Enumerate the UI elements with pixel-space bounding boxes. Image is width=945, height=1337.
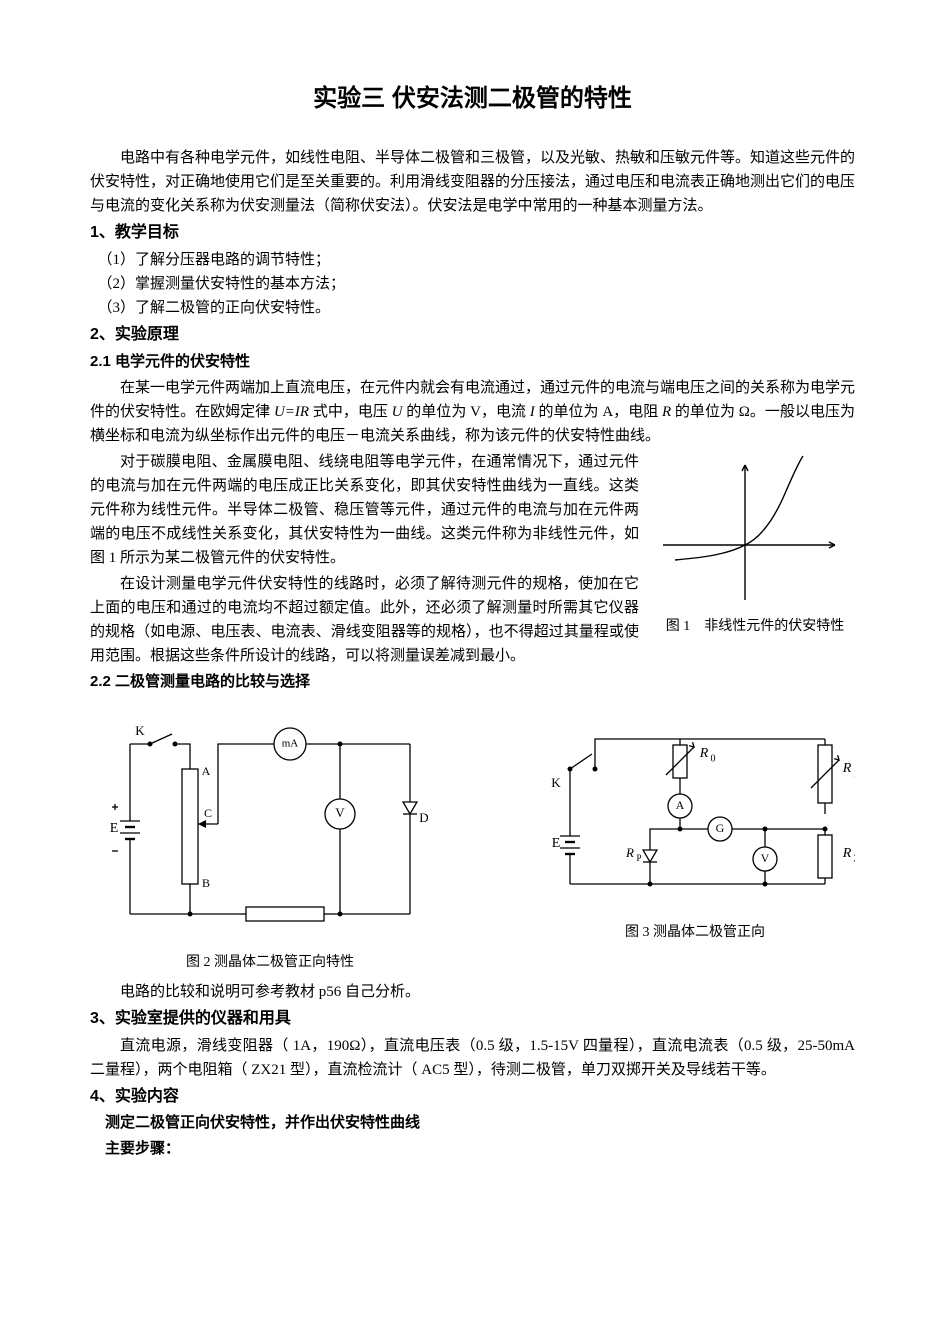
svg-text:2: 2: [854, 853, 856, 864]
svg-text:E: E: [110, 821, 119, 836]
svg-text:mA: mA: [282, 737, 299, 749]
svg-text:R: R: [842, 846, 852, 861]
svg-text:D: D: [419, 810, 428, 825]
svg-text:V: V: [335, 805, 345, 820]
svg-text:R: R: [842, 761, 852, 776]
svg-text:K: K: [551, 775, 561, 790]
svg-text:1: 1: [854, 768, 856, 779]
section-3-heading: 3、实验室提供的仪器和用具: [90, 1006, 855, 1032]
var-r: R: [662, 404, 671, 420]
principle-paragraph-2: 对于碳膜电阻、金属膜电阻、线绕电阻等电学元件，在通常情况下，通过元件的电流与加在…: [90, 450, 639, 570]
svg-text:C: C: [204, 805, 212, 819]
circuit-2-diagram: K A B CmA V D E: [90, 714, 450, 934]
figure-2-caption: 图 2 测晶体二极管正向特性: [90, 952, 450, 974]
svg-text:K: K: [135, 723, 145, 738]
svg-text:A: A: [202, 763, 211, 777]
section-1-heading: 1、教学目标: [90, 220, 855, 246]
svg-text:G: G: [716, 820, 725, 834]
compare-note: 电路的比较和说明可参考教材 p56 自己分析。: [90, 980, 855, 1004]
figure-1-caption: 图 1 非线性元件的伏安特性: [655, 616, 855, 638]
p1d: 的单位为 A，电阻: [535, 404, 662, 420]
content-line-2: 主要步骤：: [105, 1137, 855, 1161]
svg-text:E: E: [552, 836, 561, 851]
svg-text:P: P: [636, 853, 641, 863]
objective-1: （1）了解分压器电路的调节特性；: [98, 248, 856, 272]
var-u: U: [392, 404, 403, 420]
objective-2: （2）掌握测量伏安特性的基本方法；: [98, 272, 856, 296]
svg-text:0: 0: [711, 753, 716, 764]
content-line-1: 测定二极管正向伏安特性，并作出伏安特性曲线: [105, 1111, 855, 1135]
page-title: 实验三 伏安法测二极管的特性: [90, 80, 855, 118]
intro-paragraph: 电路中有各种电学元件，如线性电阻、半导体二极管和三极管，以及光敏、热敏和压敏元件…: [90, 146, 855, 218]
circuit-3-box: KER0ARPGVR1R2 图 3 测晶体二极管正向: [535, 714, 855, 974]
principle-paragraph-1: 在某一电学元件两端加上直流电压，在元件内就会有电流通过，通过元件的电流与端电压之…: [90, 376, 855, 448]
principle-paragraph-3: 在设计测量电学元件伏安特性的线路时，必须了解待测元件的规格，使加在它上面的电压和…: [90, 572, 639, 668]
instruments-paragraph: 直流电源，滑线变阻器（ 1A，190Ω），直流电压表（0.5 级，1.5-15V…: [90, 1034, 855, 1082]
svg-text:R: R: [625, 845, 634, 860]
circuit-2-box: K A B CmA V D E 图 2 测晶体二极管正向特性: [90, 714, 450, 974]
section-2-1-heading: 2.1 电学元件的伏安特性: [90, 350, 855, 374]
section-2-heading: 2、实验原理: [90, 322, 855, 348]
formula: U=IR: [274, 404, 309, 420]
p1b: 式中，电压: [309, 404, 392, 420]
objective-3: （3）了解二极管的正向伏安特性。: [98, 296, 856, 320]
svg-text:A: A: [676, 797, 685, 811]
section-2-2-heading: 2.2 二极管测量电路的比较与选择: [90, 670, 639, 694]
section-4-heading: 4、实验内容: [90, 1084, 855, 1110]
svg-text:R: R: [699, 746, 709, 761]
svg-text:V: V: [761, 850, 770, 864]
circuit-3-diagram: KER0ARPGVR1R2: [535, 714, 855, 904]
svg-text:B: B: [202, 875, 210, 889]
p1c: 的单位为 V，电流: [403, 404, 530, 420]
figure-3-caption: 图 3 测晶体二极管正向: [535, 922, 855, 944]
iv-curve-diagram: [655, 450, 845, 610]
